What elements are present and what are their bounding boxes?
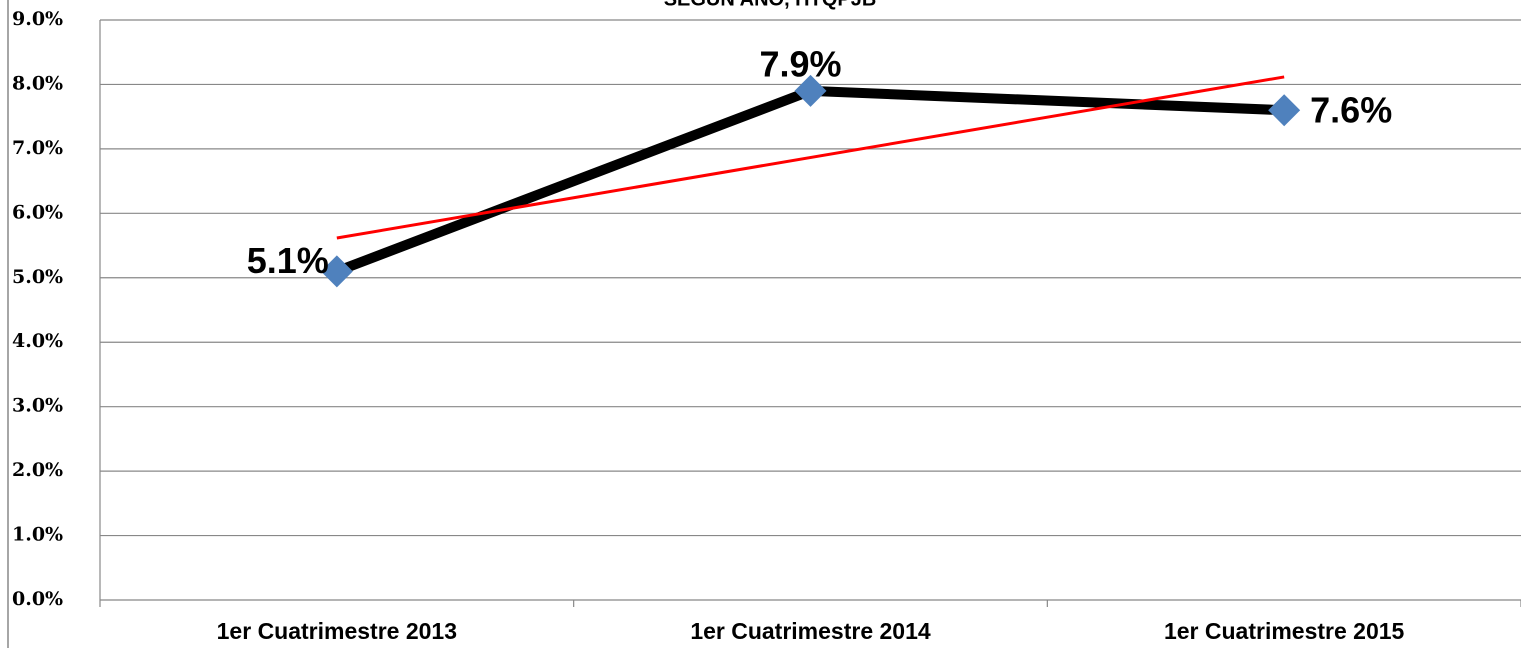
y-tick-label: 3.0% (12, 395, 63, 417)
x-tick-label: 1er Cuatrimestre 2013 (217, 618, 457, 644)
y-tick-label: 7.0% (12, 137, 63, 159)
y-tick-label: 9.0% (12, 8, 63, 30)
data-label: 7.6% (1310, 90, 1392, 131)
x-tick-label: 1er Cuatrimestre 2014 (690, 618, 931, 644)
marker (1268, 94, 1301, 127)
y-tick-label: 4.0% (12, 330, 63, 352)
data-label: 7.9% (759, 43, 841, 84)
marker (320, 255, 353, 288)
y-tick-label: 1.0% (12, 524, 63, 546)
line (335, 85, 1285, 277)
x-tick-label: 1er Cuatrimestre 2015 (1164, 618, 1405, 644)
chart-title: SEGÚN AÑO, HTQPJB (664, 0, 877, 10)
y-tick-label: 0.0% (12, 588, 63, 610)
y-tick-label: 6.0% (12, 201, 63, 223)
data-label: 5.1% (247, 240, 329, 281)
marker (794, 74, 827, 107)
y-tick-label: 2.0% (12, 459, 63, 481)
trendline (336, 75, 1285, 240)
y-tick-label: 5.0% (12, 266, 63, 288)
y-tick-label: 8.0% (12, 72, 63, 94)
